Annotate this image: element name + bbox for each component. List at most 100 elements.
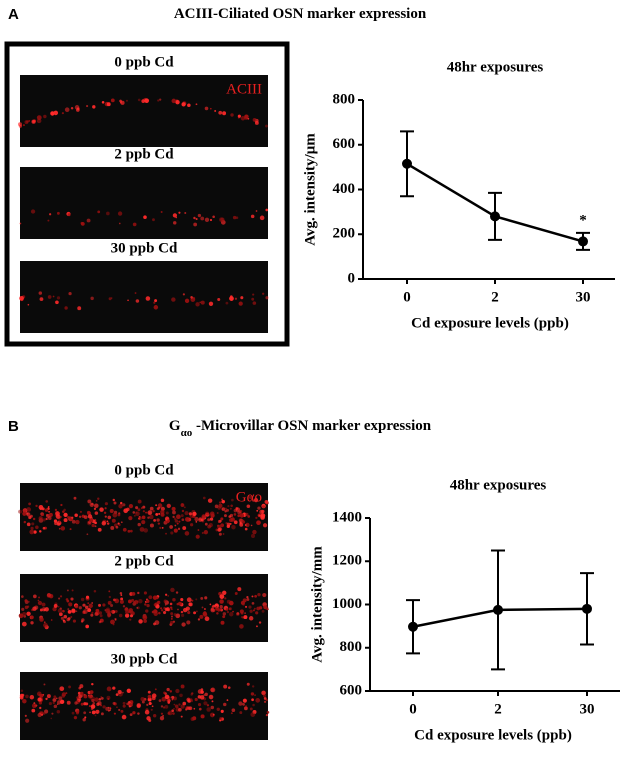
micrograph <box>20 261 268 333</box>
fluorescence <box>164 704 169 709</box>
fluorescence <box>148 595 153 600</box>
fluorescence <box>45 517 48 521</box>
fluorescence <box>39 706 42 710</box>
fluorescence <box>175 688 180 694</box>
fluorescence <box>262 523 268 528</box>
fluorescence <box>154 299 158 303</box>
fluorescence <box>107 709 110 712</box>
fluorescence <box>38 291 43 295</box>
fluorescence <box>142 505 146 509</box>
image-label: 30 ppb Cd <box>111 240 178 256</box>
fluorescence <box>71 519 76 524</box>
fluorescence <box>184 531 190 536</box>
fluorescence <box>122 704 126 708</box>
fluorescence <box>31 708 36 713</box>
fluorescence <box>69 528 72 531</box>
fluorescence <box>127 700 131 704</box>
fluorescence <box>215 606 218 608</box>
x-axis-label: Cd exposure levels (ppb) <box>414 727 572 743</box>
fluorescence <box>250 692 255 696</box>
fluorescence <box>173 517 177 521</box>
fluorescence <box>175 100 180 105</box>
y-tick-label: 800 <box>340 639 363 655</box>
fluorescence <box>31 703 37 709</box>
fluorescence <box>30 615 34 620</box>
fluorescence <box>132 511 136 514</box>
fluorescence <box>101 521 107 526</box>
fluorescence <box>215 528 219 532</box>
fluorescence <box>38 701 43 705</box>
fluorescence <box>137 712 140 715</box>
fluorescence <box>144 603 147 606</box>
fluorescence <box>66 700 71 705</box>
fluorescence <box>221 498 224 501</box>
fluorescence <box>173 528 178 533</box>
fluorescence <box>249 707 253 711</box>
fluorescence <box>100 712 104 716</box>
fluorescence <box>217 506 221 510</box>
image-label: 0 ppb Cd <box>114 54 174 70</box>
fluorescence <box>67 608 70 611</box>
fluorescence <box>63 512 68 518</box>
fluorescence <box>118 504 123 509</box>
fluorescence <box>229 295 233 298</box>
fluorescence <box>197 703 202 707</box>
fluorescence <box>167 710 173 716</box>
fluorescence <box>127 599 132 604</box>
fluorescence <box>251 685 255 688</box>
fluorescence <box>222 533 225 535</box>
fluorescence <box>59 516 62 518</box>
fluorescence <box>79 510 82 513</box>
fluorescence <box>251 595 254 598</box>
fluorescence <box>53 604 58 608</box>
fluorescence <box>232 215 237 220</box>
fluorescence <box>50 619 53 621</box>
fluorescence <box>246 682 250 686</box>
y-tick-label: 400 <box>333 181 356 197</box>
fluorescence <box>200 597 204 600</box>
fluorescence <box>187 103 191 107</box>
fluorescence <box>106 211 110 216</box>
fluorescence <box>158 611 161 615</box>
fluorescence <box>178 703 181 706</box>
fluorescence <box>157 503 163 508</box>
fluorescence <box>135 511 140 517</box>
fluorescence <box>222 612 227 616</box>
fluorescence <box>76 710 80 714</box>
fluorescence <box>184 298 190 303</box>
fluorescence <box>178 211 181 214</box>
fluorescence <box>46 514 48 516</box>
fluorescence <box>250 214 255 219</box>
fluorescence <box>204 106 209 111</box>
image-label: 30 ppb Cd <box>111 651 178 667</box>
fluorescence <box>44 709 49 714</box>
fluorescence <box>30 621 34 625</box>
fluorescence <box>231 524 236 530</box>
fluorescence <box>251 297 255 301</box>
fluorescence <box>120 709 124 713</box>
fluorescence <box>72 619 76 623</box>
significance-mark: * <box>579 212 587 228</box>
fluorescence <box>89 711 91 714</box>
fluorescence <box>127 299 129 302</box>
image-label: 2 ppb Cd <box>114 553 174 569</box>
fluorescence <box>219 599 224 604</box>
fluorescence <box>71 589 74 592</box>
fluorescence <box>247 117 250 120</box>
fluorescence <box>107 611 111 615</box>
fluorescence <box>194 516 199 522</box>
fluorescence <box>220 620 225 625</box>
fluorescence <box>19 222 22 225</box>
fluorescence <box>89 690 94 694</box>
fluorescence <box>74 701 78 705</box>
fluorescence <box>98 697 102 701</box>
micrograph <box>20 672 268 740</box>
fluorescence <box>29 695 35 700</box>
fluorescence <box>141 99 146 103</box>
fluorescence <box>160 210 163 213</box>
x-tick-label: 0 <box>403 289 411 305</box>
fluorescence <box>58 527 61 530</box>
fluorescence <box>186 597 192 603</box>
fluorescence <box>86 510 91 515</box>
fluorescence <box>78 606 82 610</box>
